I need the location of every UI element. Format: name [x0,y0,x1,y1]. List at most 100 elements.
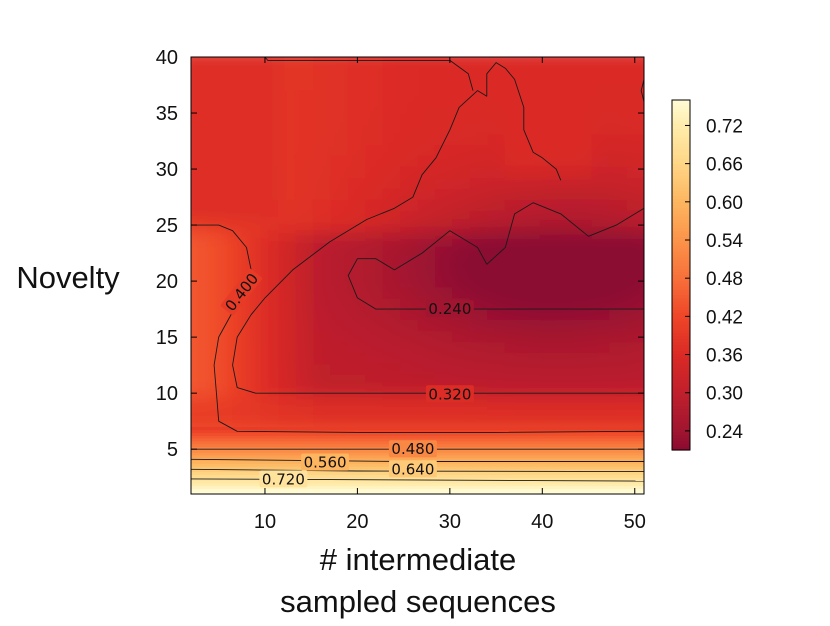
colorbar-swatch [672,155,690,159]
colorbar-swatch [672,263,690,267]
colorbar-swatch [672,406,690,410]
contour-label-0.320: 0.320 [428,385,471,403]
contour-label-0.560: 0.560 [304,454,347,472]
colorbar-swatch [672,307,690,311]
colorbar-tick-label: 0.42 [706,307,743,328]
colorbar-swatch [672,190,690,194]
colorbar-swatch [672,359,690,364]
colorbar-swatch [672,409,690,413]
colorbar-swatch [672,210,690,215]
colorbar-swatch [672,149,690,154]
contour-label-0.720: 0.720 [262,470,305,488]
y-tick-label: 25 [156,215,178,237]
colorbar-swatch [672,251,690,256]
colorbar-swatch [672,102,690,107]
colorbar-swatch [672,242,690,247]
colorbar-tick-label: 0.72 [706,116,743,137]
colorbar-swatch [672,327,690,332]
colorbar-swatch [672,205,690,209]
colorbar-swatch [672,330,690,334]
colorbar-swatch [672,135,690,139]
colorbar-swatch [672,353,690,358]
colorbar-swatch [672,100,690,104]
colorbar-swatch [672,257,690,262]
colorbar-swatch [672,222,690,227]
colorbar-swatch [672,333,690,337]
colorbar-swatch [672,420,690,425]
colorbar-swatch [672,272,690,276]
y-tick-label: 20 [156,271,178,293]
colorbar-swatch [672,400,690,404]
contour-label-bg-4 [220,268,263,316]
colorbar-swatch [672,123,690,127]
colorbar-swatch [672,394,690,399]
colorbar-swatch [672,362,690,367]
colorbar-swatch [672,228,690,232]
x-tick-label: 40 [531,511,553,533]
colorbar-swatch [672,178,690,183]
contour-label-bg-5 [388,440,437,458]
y-tick-label: 30 [156,159,178,181]
colorbar-swatch [672,377,690,381]
colorbar-swatch [672,158,690,162]
heatmap-field [191,57,644,494]
colorbar-swatch [672,260,690,264]
x-tick-label: 30 [439,511,461,533]
colorbar-swatch [672,397,690,402]
colorbar-swatch [672,350,690,355]
colorbar-tick-label: 0.30 [706,384,743,405]
colorbar-swatch [672,324,690,329]
colorbar-swatch [672,412,690,416]
colorbar-swatch [672,196,690,200]
colorbar-swatch [672,444,690,448]
plot-frame [190,56,645,495]
colorbar-swatch [672,237,690,241]
colorbar-swatch [672,175,690,180]
colorbar-swatch [672,240,690,244]
colorbar-swatch [672,126,690,130]
y-axis-title: Novelty [16,260,120,295]
contour-line-1 [232,62,644,394]
colorbar-swatch [672,167,690,171]
contour-label-0.480: 0.480 [391,440,434,458]
colorbar-swatch [672,415,690,419]
colorbar-swatch [672,199,690,203]
colorbar-swatch [672,417,690,422]
contour-label-bg-1 [425,385,474,403]
colorbar-swatch [672,132,690,136]
contour-label-0.240: 0.240 [428,300,471,318]
contour-label-bg-7 [388,460,437,478]
colorbar-swatch [672,280,690,285]
colorbar-swatch [672,248,690,253]
colorbar-swatch [672,447,690,451]
colorbar-swatch [672,295,690,299]
axes: 10 20 30 40 50 5 10 15 20 25 30 35 40 [156,47,646,533]
colorbar-swatch [672,181,690,186]
contour-label-bg-6 [301,453,350,471]
colorbar-swatch [672,129,690,133]
contour-line-0 [347,202,644,310]
colorbar-swatch [672,342,690,346]
colorbar-swatch [672,120,690,124]
colorbar-swatch [672,429,690,434]
y-tick-label: 40 [156,47,178,69]
colorbar-swatch [672,245,690,250]
y-tick-label: 10 [156,383,178,405]
colorbar: 0.72 0.66 0.60 0.54 0.48 0.42 0.36 0.30 0.24 [671,99,743,451]
colorbar-swatch [672,347,690,352]
colorbar-tick-label: 0.48 [706,269,743,290]
colorbar-swatch [672,312,690,317]
x-tick-label: 50 [624,511,646,533]
contour-label-bg-8 [259,470,308,488]
colorbar-swatch [672,289,690,294]
colorbar-swatch [672,315,690,320]
colorbar-swatch [672,216,690,221]
colorbar-frame [671,99,691,451]
colorbar-swatch [672,382,690,387]
colorbar-swatch [672,234,690,238]
colorbar-swatch [672,426,690,431]
colorbar-swatch [672,114,690,119]
colorbar-swatch [672,105,690,110]
colorbar-swatch [672,219,690,224]
